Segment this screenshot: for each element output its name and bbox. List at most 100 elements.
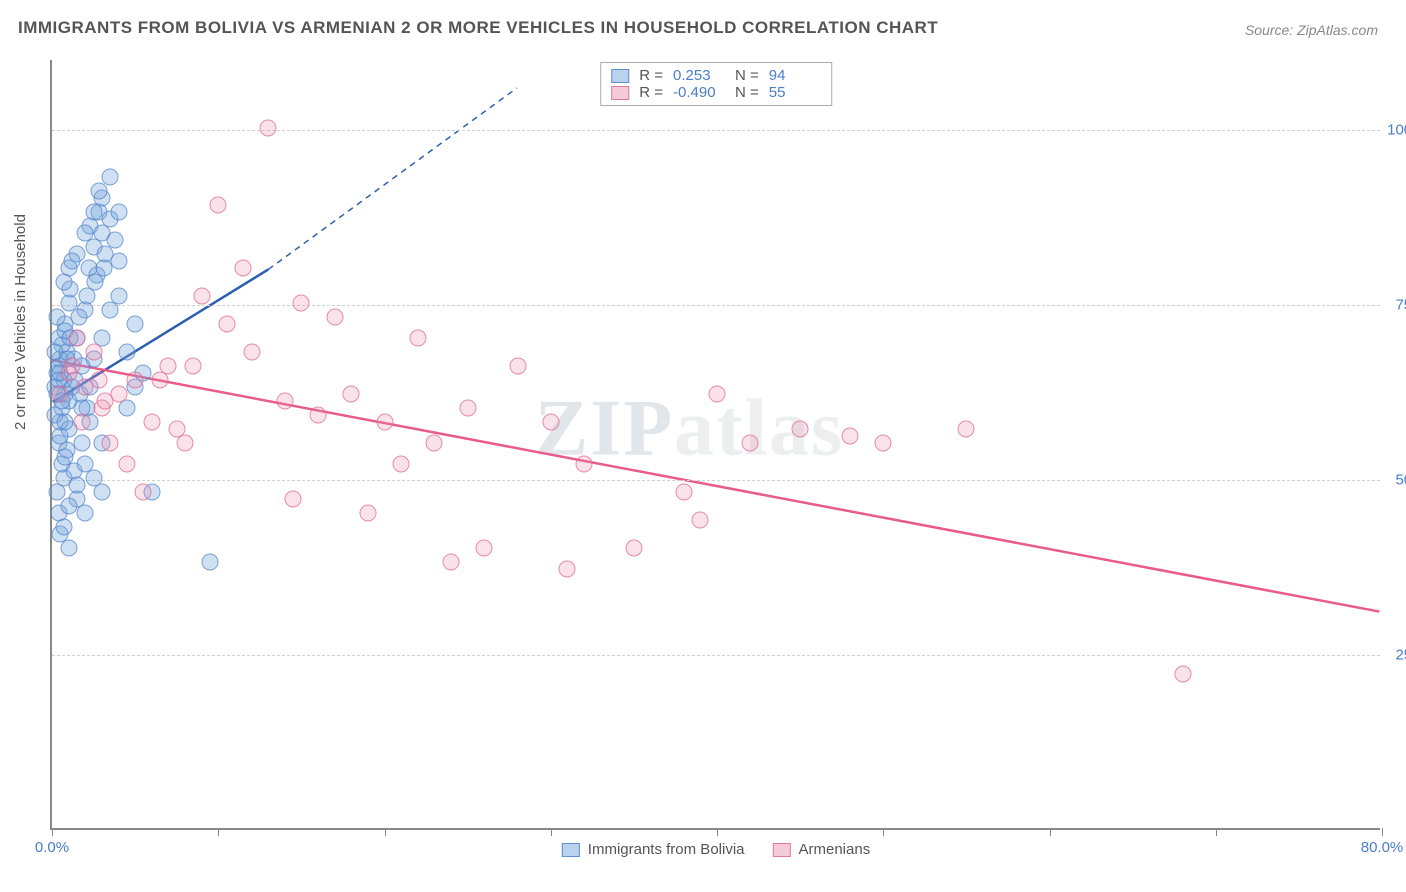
scatter-point bbox=[77, 225, 94, 242]
scatter-point bbox=[143, 414, 160, 431]
scatter-point bbox=[343, 386, 360, 403]
scatter-point bbox=[55, 274, 72, 291]
scatter-point bbox=[102, 435, 119, 452]
y-tick-label: 50.0% bbox=[1395, 472, 1406, 489]
scatter-point bbox=[127, 316, 144, 333]
scatter-point bbox=[443, 554, 460, 571]
gridline bbox=[52, 130, 1380, 131]
y-tick-label: 25.0% bbox=[1395, 647, 1406, 664]
source-attribution: Source: ZipAtlas.com bbox=[1245, 22, 1378, 38]
scatter-point bbox=[48, 309, 65, 326]
scatter-point bbox=[168, 421, 185, 438]
chart-title: IMMIGRANTS FROM BOLIVIA VS ARMENIAN 2 OR… bbox=[18, 18, 938, 38]
scatter-point bbox=[152, 372, 169, 389]
legend-label-bolivia: Immigrants from Bolivia bbox=[588, 841, 745, 858]
y-axis-label: 2 or more Vehicles in Household bbox=[12, 214, 29, 430]
correlation-stats-box: R = 0.253 N = 94 R = -0.490 N = 55 bbox=[600, 62, 832, 106]
scatter-point bbox=[73, 435, 90, 452]
x-tick bbox=[1216, 828, 1217, 836]
scatter-point bbox=[359, 505, 376, 522]
scatter-point bbox=[95, 260, 112, 277]
gridline bbox=[52, 480, 1380, 481]
scatter-point bbox=[576, 456, 593, 473]
legend: Immigrants from Bolivia Armenians bbox=[562, 841, 870, 858]
scatter-point bbox=[426, 435, 443, 452]
scatter-point bbox=[692, 512, 709, 529]
y-tick-label: 100.0% bbox=[1387, 122, 1406, 139]
scatter-point bbox=[792, 421, 809, 438]
scatter-point bbox=[1174, 666, 1191, 683]
scatter-point bbox=[958, 421, 975, 438]
scatter-point bbox=[110, 253, 127, 270]
scatter-point bbox=[542, 414, 559, 431]
scatter-point bbox=[875, 435, 892, 452]
scatter-point bbox=[709, 386, 726, 403]
scatter-point bbox=[57, 449, 74, 466]
x-tick bbox=[551, 828, 552, 836]
scatter-point bbox=[118, 456, 135, 473]
scatter-point bbox=[285, 491, 302, 508]
scatter-point bbox=[90, 372, 107, 389]
legend-item-bolivia: Immigrants from Bolivia bbox=[562, 841, 745, 858]
swatch-blue bbox=[611, 69, 629, 83]
x-tick bbox=[52, 828, 53, 836]
scatter-point bbox=[276, 393, 293, 410]
scatter-point bbox=[70, 309, 87, 326]
scatter-point bbox=[243, 344, 260, 361]
x-tick bbox=[218, 828, 219, 836]
scatter-point bbox=[476, 540, 493, 557]
x-tick-label: 80.0% bbox=[1361, 839, 1404, 856]
scatter-point bbox=[193, 288, 210, 305]
scatter-point bbox=[107, 232, 124, 249]
scatter-point bbox=[57, 414, 74, 431]
scatter-point bbox=[63, 358, 80, 375]
scatter-point bbox=[842, 428, 859, 445]
scatter-point bbox=[625, 540, 642, 557]
scatter-point bbox=[55, 519, 72, 536]
scatter-point bbox=[459, 400, 476, 417]
scatter-point bbox=[218, 316, 235, 333]
scatter-point bbox=[260, 120, 277, 137]
scatter-point bbox=[110, 204, 127, 221]
scatter-point bbox=[409, 330, 426, 347]
scatter-point bbox=[97, 393, 114, 410]
scatter-point bbox=[63, 253, 80, 270]
scatter-point bbox=[60, 498, 77, 515]
scatter-point bbox=[135, 484, 152, 501]
scatter-point bbox=[127, 372, 144, 389]
scatter-point bbox=[110, 288, 127, 305]
scatter-point bbox=[235, 260, 252, 277]
scatter-point bbox=[393, 456, 410, 473]
scatter-point bbox=[210, 197, 227, 214]
n-label: N = bbox=[735, 67, 759, 84]
legend-label-armenians: Armenians bbox=[799, 841, 871, 858]
scatter-point bbox=[675, 484, 692, 501]
gridline bbox=[52, 655, 1380, 656]
scatter-point bbox=[77, 505, 94, 522]
y-tick-label: 75.0% bbox=[1395, 297, 1406, 314]
n-value-armenians: 55 bbox=[769, 84, 821, 101]
n-value-bolivia: 94 bbox=[769, 67, 821, 84]
x-tick bbox=[1382, 828, 1383, 836]
trend-lines-layer bbox=[52, 60, 1380, 828]
scatter-point bbox=[68, 477, 85, 494]
scatter-point bbox=[310, 407, 327, 424]
n-label: N = bbox=[735, 84, 759, 101]
trend-line bbox=[268, 88, 517, 270]
scatter-point bbox=[293, 295, 310, 312]
gridline bbox=[52, 305, 1380, 306]
x-tick bbox=[385, 828, 386, 836]
scatter-point bbox=[185, 358, 202, 375]
plot-area: ZIPatlas R = 0.253 N = 94 R = -0.490 N =… bbox=[50, 60, 1380, 830]
scatter-point bbox=[90, 183, 107, 200]
r-label: R = bbox=[639, 84, 663, 101]
r-value-armenians: -0.490 bbox=[673, 84, 725, 101]
r-label: R = bbox=[639, 67, 663, 84]
scatter-point bbox=[68, 330, 85, 347]
swatch-blue bbox=[562, 843, 580, 857]
scatter-point bbox=[509, 358, 526, 375]
scatter-point bbox=[52, 386, 69, 403]
legend-item-armenians: Armenians bbox=[773, 841, 871, 858]
scatter-point bbox=[376, 414, 393, 431]
x-tick-label: 0.0% bbox=[35, 839, 69, 856]
